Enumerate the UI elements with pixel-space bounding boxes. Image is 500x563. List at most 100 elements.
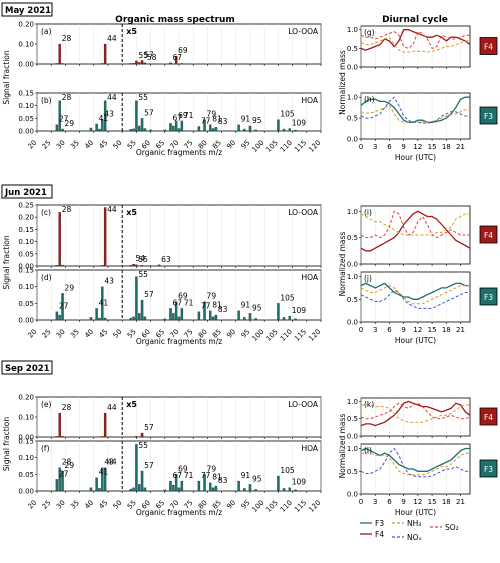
peak-label: 43 [104,458,114,467]
peak-label: 44 [107,458,117,467]
ms-ytick-label: 0.10 [18,102,34,110]
ms-bar [177,487,181,492]
ms-xtick-label: 120 [307,139,322,154]
peak-label: 55 [138,441,148,450]
panel-letter: (e) [41,400,52,409]
factor-tag-box [479,106,498,125]
peak-label: 57 [144,108,154,117]
ms-xtick-label: 90 [225,499,237,511]
ms-bar [203,119,206,132]
diurnal-xtick-label: 15 [428,326,437,334]
ms-bar [98,317,101,321]
ms-bar [129,63,132,65]
ms-bar [180,308,184,321]
peak-label: 91 [241,471,251,480]
peak-label: 43 [104,110,114,119]
diurnal-xtick-label: 21 [456,143,465,151]
peak-label: 27 [59,469,69,478]
ms-bar [294,489,297,492]
ms-bar [132,487,135,492]
ms-bar [135,444,138,492]
ms-bar [103,467,107,492]
peak-label: 109 [292,118,307,127]
peak-label: 105 [280,466,295,475]
ms-xtick-label: 50 [112,328,124,340]
ms-bar [101,119,104,132]
ms-bar [163,489,167,492]
diurnal-xtick-label: 6 [387,498,392,506]
ms-bar [214,314,218,321]
peak-label: 44 [107,34,117,43]
diurnal-ytick-label: 0.0 [347,433,358,441]
factor-tag-box [479,37,498,55]
ms-bar [61,293,64,321]
peak-label: 91 [241,301,251,310]
ms-xtick-label: 45 [97,139,109,151]
peak-label: 95 [252,303,262,312]
ms-bar [89,317,93,321]
peak-label: 41 [99,114,109,123]
ms-bar [174,120,178,132]
ms-bar [209,124,212,132]
diurnal-xtick-label: 6 [387,143,392,151]
peak-label: 55 [138,51,148,60]
ms-xtick-label: 105 [265,139,280,154]
ms-bar [180,120,184,132]
ms-ytick-label: 0.15 [18,90,34,98]
diurnal-line-nh3 [361,404,470,423]
ms-xlabel: Organic fragments m/z [136,148,222,157]
legend-label: SO₂ [445,523,459,532]
peak-label: 79 [207,292,217,301]
peak-label: 109 [292,478,307,487]
peak-label: 69 [178,292,188,301]
peak-label: 105 [280,293,295,302]
ms-bar [143,128,147,132]
diurnal-ytick-label: 1.0 [347,445,358,453]
ms-bar [58,412,61,438]
ms-bar [138,125,141,132]
ms-bar [98,128,101,132]
diurnal-xtick-label: 9 [401,143,405,151]
ms-bar [197,480,201,492]
ms-bar [55,311,59,321]
ms-bar [288,128,291,132]
ms-bar [58,100,61,132]
x5-label: x5 [126,400,137,409]
peak-label: 83 [218,476,228,485]
ms-xtick-label: 30 [55,139,67,151]
ms-xtick-label: 30 [55,499,67,511]
ms-bar [143,62,147,65]
ms-ytick-label: 0.00 [18,488,34,496]
ms-bar [143,487,147,492]
diurnal-line-nh3 [360,104,470,123]
ms-ytick-label: 0.10 [18,238,34,246]
ms-xtick-label: 25 [41,499,53,511]
diurnal-line-nh3 [360,213,470,236]
peak-label: 71 [184,471,194,480]
ms-ylabel: Signal fraction [2,417,11,471]
peak-label: 41 [99,468,109,477]
ms-xtick-label: 45 [97,499,109,511]
ms-bar [140,60,144,65]
section-title-box [1,2,53,17]
diurnal-xlabel: Hour (UTC) [395,508,436,517]
ms-ytick-label: 0.15 [18,438,34,446]
ms-xtick-label: 90 [225,328,237,340]
ms-bar [149,129,152,132]
ms-ytick-label: 0.10 [18,41,34,49]
ms-bar [103,43,107,65]
ms-bar [55,479,59,492]
ms-xtick-label: 110 [279,328,294,343]
ms-bar [197,311,201,321]
ms-bar [237,480,240,492]
ms-ytick-label: 0.15 [18,226,34,234]
panel-letter: (a) [41,27,52,36]
diurnal-xtick-label: 0 [359,326,363,334]
ms-xtick-label: 40 [83,499,95,511]
diurnal-xtick-label: 9 [401,326,405,334]
factor-tag-label: F3 [484,465,493,474]
ms-bar [135,436,138,438]
diurnal-ylabel: Normalized mass [338,414,347,479]
peak-label: 55 [138,270,148,279]
ms-xtick-label: 85 [211,139,223,151]
